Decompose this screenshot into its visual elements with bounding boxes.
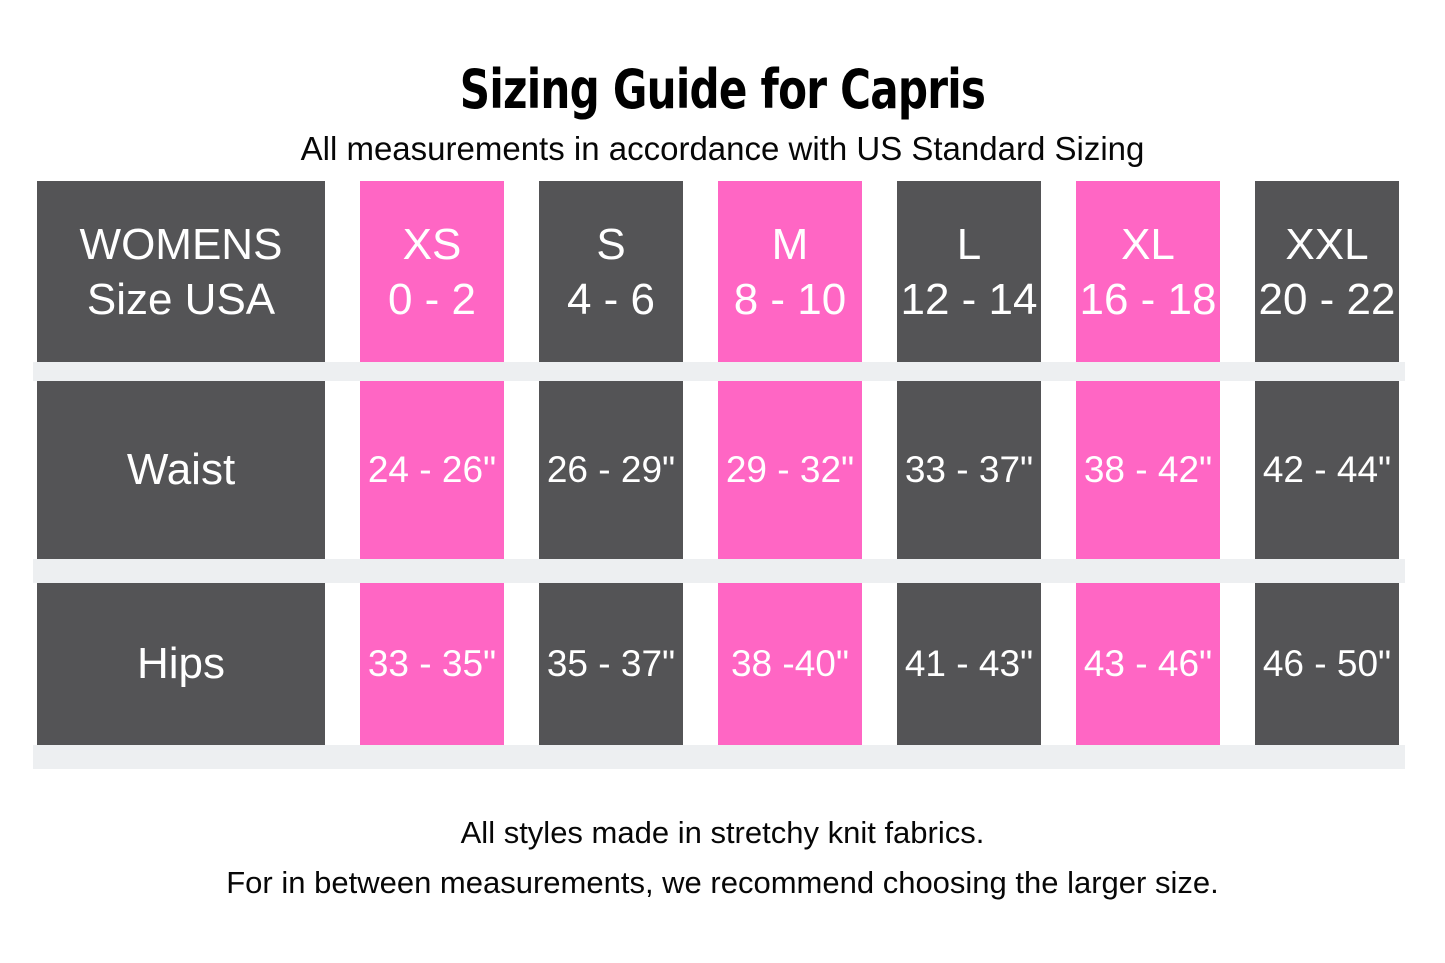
cell-hips-xl: 43 - 46" bbox=[1076, 583, 1220, 745]
row-separator-band bbox=[33, 745, 1405, 769]
cell-waist-xl: 38 - 42" bbox=[1076, 381, 1220, 559]
size-name: M bbox=[771, 219, 809, 269]
cell-value: 38 -40" bbox=[730, 643, 850, 684]
column-header-xl: XL 16 - 18 bbox=[1076, 181, 1220, 362]
column-header-xs: XS 0 - 2 bbox=[360, 181, 504, 362]
cell-value: 33 - 35" bbox=[367, 643, 497, 684]
cell-value: 33 - 37" bbox=[904, 449, 1034, 490]
size-range: 4 - 6 bbox=[566, 274, 656, 324]
column-header-m: M 8 - 10 bbox=[718, 181, 862, 362]
cell-waist-l: 33 - 37" bbox=[897, 381, 1041, 559]
cell-hips-xs: 33 - 35" bbox=[360, 583, 504, 745]
cell-value: 43 - 46" bbox=[1083, 643, 1213, 684]
cell-value: 24 - 26" bbox=[367, 449, 497, 490]
cell-hips-m: 38 -40" bbox=[718, 583, 862, 745]
page-title: Sizing Guide for Capris bbox=[459, 58, 986, 121]
size-name: XL bbox=[1121, 219, 1175, 269]
size-range: 12 - 14 bbox=[900, 274, 1038, 324]
cell-value: 46 - 50" bbox=[1262, 643, 1392, 684]
cell-value: 42 - 44" bbox=[1262, 449, 1392, 490]
cell-value: 35 - 37" bbox=[546, 643, 676, 684]
size-range: 0 - 2 bbox=[387, 274, 477, 324]
size-name: XS bbox=[402, 219, 462, 269]
corner-header-line2: Size USA bbox=[86, 274, 276, 324]
cell-value: 38 - 42" bbox=[1083, 449, 1213, 490]
cell-waist-s: 26 - 29" bbox=[539, 381, 683, 559]
row-label: Waist bbox=[126, 445, 236, 494]
sizing-table: WOMENS Size USA XS 0 - 2 S 4 - 6 M 8 - 1… bbox=[33, 181, 1405, 769]
column-header-l: L 12 - 14 bbox=[897, 181, 1041, 362]
corner-header-line1: WOMENS bbox=[79, 219, 283, 269]
row-header-waist: Waist bbox=[37, 381, 325, 559]
footer-note-1: All styles made in stretchy knit fabrics… bbox=[460, 815, 985, 850]
table-corner-header: WOMENS Size USA bbox=[37, 181, 325, 362]
footer-note-2: For in between measurements, we recommen… bbox=[226, 865, 1219, 900]
row-label: Hips bbox=[136, 639, 226, 688]
cell-waist-xs: 24 - 26" bbox=[360, 381, 504, 559]
cell-value: 29 - 32" bbox=[725, 449, 855, 490]
row-separator-band bbox=[33, 362, 1405, 381]
cell-hips-xxl: 46 - 50" bbox=[1255, 583, 1399, 745]
row-separator-band bbox=[33, 559, 1405, 583]
cell-waist-xxl: 42 - 44" bbox=[1255, 381, 1399, 559]
cell-value: 41 - 43" bbox=[904, 643, 1034, 684]
size-name: XXL bbox=[1285, 219, 1369, 269]
column-header-xxl: XXL 20 - 22 bbox=[1255, 181, 1399, 362]
size-name: L bbox=[956, 219, 982, 269]
page-subtitle: All measurements in accordance with US S… bbox=[300, 130, 1145, 167]
size-range: 20 - 22 bbox=[1258, 274, 1396, 324]
column-header-s: S 4 - 6 bbox=[539, 181, 683, 362]
size-range: 8 - 10 bbox=[733, 274, 847, 324]
cell-hips-l: 41 - 43" bbox=[897, 583, 1041, 745]
cell-value: 26 - 29" bbox=[546, 449, 676, 490]
row-header-hips: Hips bbox=[37, 583, 325, 745]
cell-hips-s: 35 - 37" bbox=[539, 583, 683, 745]
size-range: 16 - 18 bbox=[1079, 274, 1217, 324]
cell-waist-m: 29 - 32" bbox=[718, 381, 862, 559]
footer-notes: All styles made in stretchy knit fabrics… bbox=[0, 808, 1445, 908]
size-name: S bbox=[596, 219, 626, 269]
